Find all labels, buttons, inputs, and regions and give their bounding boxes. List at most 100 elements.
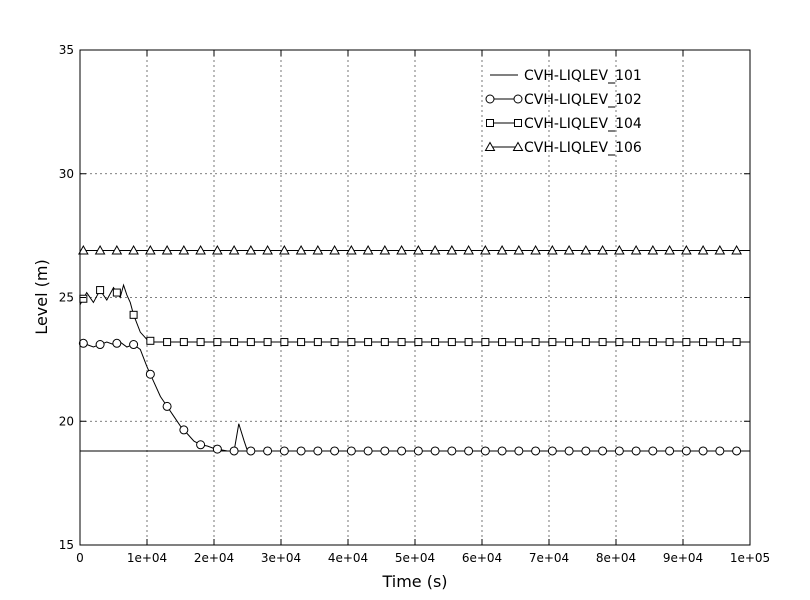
data-point [78,338,88,348]
legend-marker [485,94,495,104]
data-point [665,446,675,456]
data-point [547,446,557,456]
data-point [498,338,507,347]
data-point [597,244,608,255]
data-point [715,446,725,456]
data-point [699,338,708,347]
data-point [480,446,490,456]
data-point [682,338,691,347]
data-point [229,446,239,456]
data-point [447,446,457,456]
y-tick-label: 20 [59,414,74,428]
data-point [94,244,106,255]
data-point [615,338,624,347]
legend-marker [513,94,523,104]
data-point [363,446,373,456]
y-axis-ticks: 15 20 25 30 35 [59,43,750,552]
data-point [563,244,575,255]
data-point [95,340,105,350]
data-point [161,244,173,255]
data-point [632,338,641,347]
y-tick-label: 35 [59,43,74,57]
data-point [362,244,374,255]
grid-lines [80,50,750,545]
data-point [380,446,390,456]
x-tick-label: 2e+04 [194,551,234,565]
data-point [546,244,558,255]
data-point [280,338,289,347]
y-tick-label: 30 [59,167,74,181]
data-point [111,244,123,255]
data-point [245,244,257,255]
data-point [146,336,155,345]
data-point [698,446,708,456]
data-point [429,244,441,255]
data-point [664,244,675,255]
data-point [479,244,491,255]
x-tick-label: 8e+04 [596,551,636,565]
data-point [313,338,322,347]
x-tick-label: 1e+05 [730,551,770,565]
data-point [380,338,389,347]
data-point [732,446,742,456]
legend-label: CVH-LIQLEV_102 [524,92,642,108]
x-tick-label: 7e+04 [529,551,569,565]
data-point [665,338,674,347]
data-point [330,338,339,347]
data-point [732,338,741,347]
data-point [681,446,691,456]
data-point [144,244,156,255]
x-axis-title: Time (s) [381,572,447,591]
legend-label: CVH-LIQLEV_106 [524,140,642,156]
legend-marker [486,119,494,127]
data-point [112,338,122,348]
data-point [447,338,456,347]
y-tick-label: 15 [59,538,74,552]
data-point [163,338,172,347]
data-point [613,244,625,255]
data-point [213,338,222,347]
legend: CVH-LIQLEV_101 CVH-LIQLEV_102 CVH-LIQLEV_1… [484,68,642,156]
data-point [364,338,373,347]
data-point [412,244,424,255]
data-point [212,444,222,454]
data-point [396,244,407,255]
data-point [648,446,658,456]
legend-marker [484,141,496,151]
data-point [312,244,324,255]
data-point [179,425,189,435]
data-point [430,446,440,456]
data-point [345,244,357,255]
x-axis-ticks: 0 1e+04 2e+04 3e+04 4e+04 5e+04 6e+04 7e+04 8e+0… [76,50,770,565]
data-point [414,338,423,347]
data-point [77,244,89,255]
data-point [379,244,391,255]
data-point [145,369,155,379]
data-point [446,244,458,255]
data-point [614,446,624,456]
data-point [598,338,607,347]
data-point [580,244,592,255]
data-point [631,446,641,456]
series-line [79,283,750,343]
data-point [531,446,541,456]
x-tick-label: 6e+04 [462,551,502,565]
data-point [129,340,139,350]
data-point [531,338,540,347]
data-point [112,288,121,297]
data-point [246,446,256,456]
data-point [179,338,188,347]
data-point [413,446,423,456]
data-point [564,446,574,456]
x-tick-label: 3e+04 [261,551,301,565]
x-tick-label: 9e+04 [663,551,703,565]
data-point [397,338,406,347]
data-point [648,338,657,347]
data-point [714,244,726,255]
data-point [195,244,206,255]
data-point [262,244,273,255]
data-point [530,244,541,255]
legend-item: CVH-LIQLEV_106 [484,140,642,156]
legend-label: CVH-LIQLEV_104 [524,116,642,132]
data-point [297,338,306,347]
